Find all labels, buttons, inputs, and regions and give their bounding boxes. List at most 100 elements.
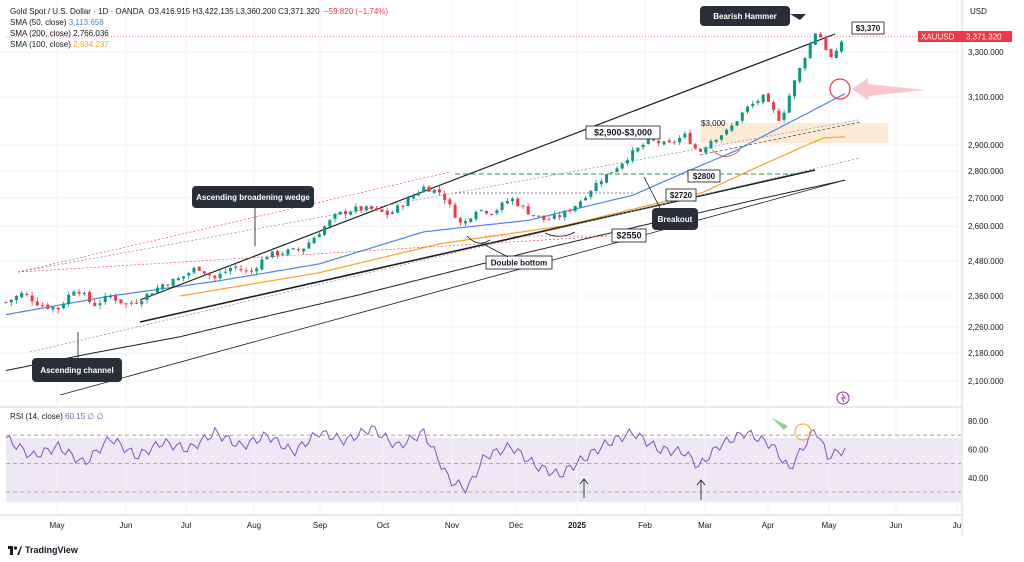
rsi-tick-label: 40.00	[968, 474, 989, 483]
rsi-line	[5, 425, 846, 495]
candle-body	[171, 278, 175, 287]
zone-retest-arc	[711, 149, 741, 157]
symbol-badge	[918, 31, 962, 42]
candle-body	[641, 144, 645, 148]
candle-body	[772, 102, 776, 110]
rsi-value: 60.15 ∅ ∅	[65, 412, 104, 421]
candle-body	[458, 218, 462, 223]
rsi-label[interactable]: RSI (14, close)	[10, 412, 63, 421]
candle-body	[25, 293, 29, 295]
x-tick-label: May	[821, 521, 836, 530]
candle-body	[401, 205, 405, 207]
price-2800-label-text: $2800	[693, 172, 716, 181]
candle-body	[610, 172, 614, 174]
red-dotted-support-line	[17, 235, 611, 273]
candle-body	[819, 33, 823, 38]
rsi-tick-label: 80.00	[968, 417, 989, 426]
candle-body	[777, 110, 781, 121]
candle-body	[192, 267, 196, 273]
double-bottom-label-box	[485, 255, 553, 270]
candle-body	[516, 198, 520, 207]
candle-body	[349, 211, 353, 215]
candle-body	[599, 181, 603, 185]
y-tick-label: 2,260.000	[968, 323, 1004, 332]
candle-body	[406, 197, 410, 207]
candle-body	[725, 129, 729, 135]
candle-body	[615, 168, 619, 173]
price-2720-label-box	[665, 188, 697, 202]
sma100-label[interactable]: SMA (100, close)	[10, 40, 71, 49]
candle-body	[270, 251, 274, 258]
candle-body	[20, 292, 24, 298]
candle-body	[370, 206, 374, 209]
price-2720-label-text: $2720	[670, 191, 693, 200]
x-tick-label: Feb	[638, 521, 652, 530]
channel-lower-line	[59, 179, 846, 396]
candle-body	[197, 266, 201, 271]
candle-body	[41, 305, 45, 307]
x-tick-label: Jun	[890, 521, 903, 530]
main-pane[interactable]	[0, 0, 962, 405]
candle-body	[129, 302, 133, 304]
channel-label-text: Ascending channel	[40, 366, 113, 375]
candle-body	[714, 139, 718, 142]
x-tick-label: Sep	[313, 521, 328, 530]
candle-body	[631, 150, 635, 161]
candle-body	[67, 294, 71, 304]
double-bottom-arc-1	[466, 235, 491, 244]
alert-badge-icon[interactable]	[836, 391, 850, 405]
candle-body	[505, 201, 509, 204]
rsi-band	[6, 438, 961, 502]
candle-body	[766, 93, 770, 102]
wedge-lower-line	[139, 169, 816, 323]
candle-body	[808, 43, 812, 59]
x-tick-label: Jul	[181, 521, 191, 530]
y-tick-label: 2,480.000	[968, 257, 1004, 266]
candle-body	[77, 291, 81, 294]
tradingview-logo[interactable]: TradingView	[8, 545, 78, 555]
candle-body	[338, 211, 342, 215]
candle-body	[422, 186, 426, 193]
x-tick-label: Nov	[445, 521, 459, 530]
candle-body	[824, 36, 828, 50]
candle-body	[662, 141, 666, 145]
double-bottom-connector	[484, 244, 509, 258]
candle-body	[182, 276, 186, 279]
sma50-label[interactable]: SMA (50, close)	[10, 18, 67, 27]
price-2550-label-box	[611, 228, 647, 243]
candle-body	[9, 299, 13, 303]
candle-body	[98, 303, 102, 306]
wedge-upper-line	[139, 33, 836, 301]
chart-legend: Gold Spot / U.S. Dollar · 1D · OANDA O3,…	[10, 6, 388, 50]
sma200-label[interactable]: SMA (200, close)	[10, 29, 71, 38]
candle-body	[594, 182, 598, 192]
candle-body	[380, 209, 384, 212]
last-price-text: 3,371.320	[966, 33, 1002, 42]
candle-body	[72, 291, 76, 296]
rsi-up-arrow-icon	[696, 479, 706, 500]
zone-dashed-line	[699, 121, 861, 156]
wedge-label-text: Ascending broadening wedge	[196, 193, 310, 202]
candle-body	[385, 210, 389, 215]
candle-body	[276, 250, 280, 256]
price-2800-label-box	[687, 169, 721, 183]
candle-body	[281, 253, 285, 255]
candle-body	[730, 125, 734, 131]
y-tick-label: 3,100.000	[968, 93, 1004, 102]
x-tick-label: Dec	[509, 521, 523, 530]
candle-body	[286, 249, 290, 255]
candle-body	[834, 50, 838, 59]
candle-body	[657, 140, 661, 144]
candle-body	[166, 284, 170, 286]
change-value: −59.820 (−1.74%)	[324, 7, 389, 16]
candle-body	[103, 295, 107, 303]
candle-body	[568, 210, 572, 212]
symbol-title[interactable]: Gold Spot / U.S. Dollar · 1D · OANDA	[10, 7, 144, 16]
candle-body	[317, 234, 321, 238]
sma200-line	[5, 179, 846, 371]
price-3000-text: $3,000	[701, 119, 726, 128]
candle-body	[291, 248, 295, 250]
candle-body	[521, 205, 525, 207]
candle-body	[265, 257, 269, 260]
